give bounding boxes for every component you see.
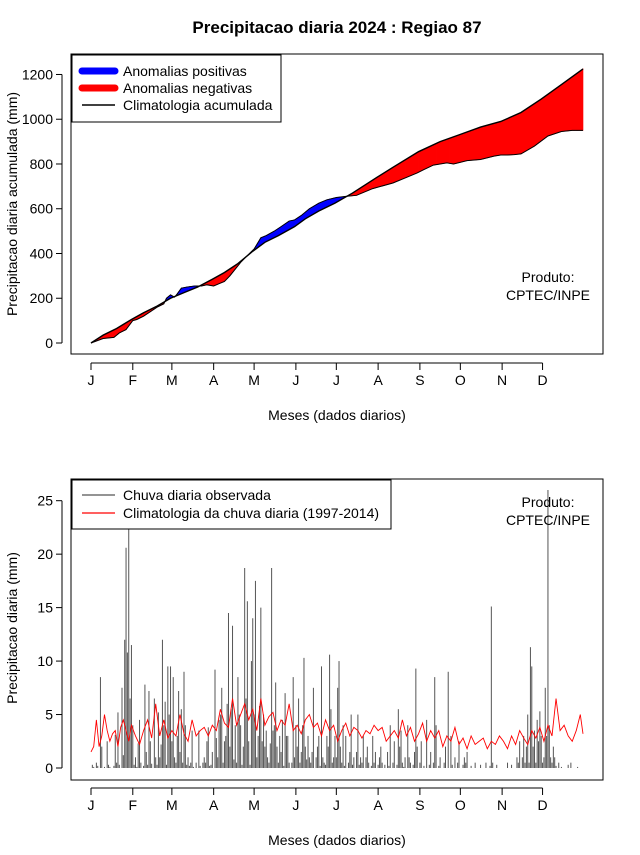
x-tick-label: A bbox=[373, 797, 383, 813]
x-tick-label: J bbox=[292, 797, 299, 813]
x-tick-label: M bbox=[248, 797, 260, 813]
y-tick-label: 0 bbox=[45, 335, 53, 351]
cumulative-y-label: Precipitacao diaria acumulada (mm) bbox=[4, 92, 20, 316]
x-tick-label: M bbox=[248, 372, 260, 388]
y-tick-label: 1200 bbox=[22, 66, 53, 82]
daily-annotation-line-2: CPTEC/INPE bbox=[506, 512, 590, 528]
legend-label-positive: Anomalias positivas bbox=[123, 63, 247, 79]
daily-legend: Chuva diaria observada Climatologia da c… bbox=[71, 479, 392, 530]
y-tick-label: 5 bbox=[45, 707, 53, 723]
observed-cumulative-line bbox=[90, 129, 583, 344]
x-tick-label: S bbox=[415, 372, 424, 388]
daily-plot-frame bbox=[70, 478, 604, 781]
y-tick-label: 10 bbox=[37, 653, 53, 669]
daily-climatology-line bbox=[90, 698, 584, 753]
x-tick-label: A bbox=[373, 372, 383, 388]
daily-annotation-line-1: Produto: bbox=[522, 494, 575, 510]
legend-label-negative: Anomalias negativas bbox=[123, 80, 252, 96]
x-tick-label: J bbox=[292, 372, 299, 388]
x-tick-label: O bbox=[455, 797, 466, 813]
x-tick-label: O bbox=[455, 372, 466, 388]
x-tick-label: N bbox=[497, 797, 507, 813]
cumulative-annotation-line-2: CPTEC/INPE bbox=[506, 287, 590, 303]
y-tick-label: 25 bbox=[37, 493, 53, 509]
x-tick-label: D bbox=[537, 372, 547, 388]
cumulative-x-label: Meses (dados diarios) bbox=[268, 407, 406, 423]
legend-label-climatology: Climatologia acumulada bbox=[123, 97, 273, 113]
x-tick-label: M bbox=[166, 797, 178, 813]
climatology-cumulative-line bbox=[90, 68, 584, 344]
x-tick-label: D bbox=[537, 797, 547, 813]
y-tick-label: 1000 bbox=[22, 111, 53, 127]
daily-chart: 0 5 10 15 20 25 J F M A M J J A S O N D Meses (dados dia… bbox=[4, 478, 604, 848]
y-tick-label: 20 bbox=[37, 546, 53, 562]
y-tick-label: 400 bbox=[30, 245, 54, 261]
x-tick-label: F bbox=[129, 797, 138, 813]
cumulative-plot-frame bbox=[70, 53, 604, 355]
cumulative-chart: 0 200 400 600 800 1000 1200 J F M A M J J A S O N D Meses… bbox=[4, 53, 604, 423]
y-tick-label: 800 bbox=[30, 156, 54, 172]
x-tick-label: A bbox=[209, 797, 219, 813]
x-tick-label: N bbox=[497, 372, 507, 388]
y-tick-label: 600 bbox=[30, 201, 54, 217]
x-tick-label: J bbox=[333, 797, 340, 813]
cumulative-annotation-line-1: Produto: bbox=[522, 269, 575, 285]
x-tick-label: S bbox=[415, 797, 424, 813]
x-tick-label: J bbox=[88, 372, 95, 388]
negative-anomaly-segment bbox=[581, 68, 584, 131]
x-tick-label: J bbox=[333, 372, 340, 388]
x-tick-label: F bbox=[129, 372, 138, 388]
daily-y-label: Precipitacao diaria (mm) bbox=[4, 552, 20, 704]
x-tick-label: A bbox=[209, 372, 219, 388]
legend-label-observed: Chuva diaria observada bbox=[123, 487, 271, 503]
legend-label-climatology-daily: Climatologia da chuva diaria (1997-2014) bbox=[123, 505, 379, 521]
y-tick-label: 0 bbox=[45, 760, 53, 776]
daily-legend-box bbox=[71, 479, 392, 530]
x-tick-label: M bbox=[166, 372, 178, 388]
y-tick-label: 15 bbox=[37, 600, 53, 616]
daily-y-axis: 0 5 10 15 20 25 bbox=[37, 493, 63, 776]
cumulative-legend: Anomalias positivas Anomalias negativas … bbox=[71, 54, 282, 123]
figure-title: Precipitacao diaria 2024 : Regiao 87 bbox=[192, 18, 481, 37]
x-tick-label: J bbox=[88, 797, 95, 813]
y-tick-label: 200 bbox=[30, 290, 54, 306]
cumulative-y-axis: 0 200 400 600 800 1000 1200 bbox=[22, 66, 63, 351]
daily-x-label: Meses (dados diarios) bbox=[268, 832, 406, 848]
